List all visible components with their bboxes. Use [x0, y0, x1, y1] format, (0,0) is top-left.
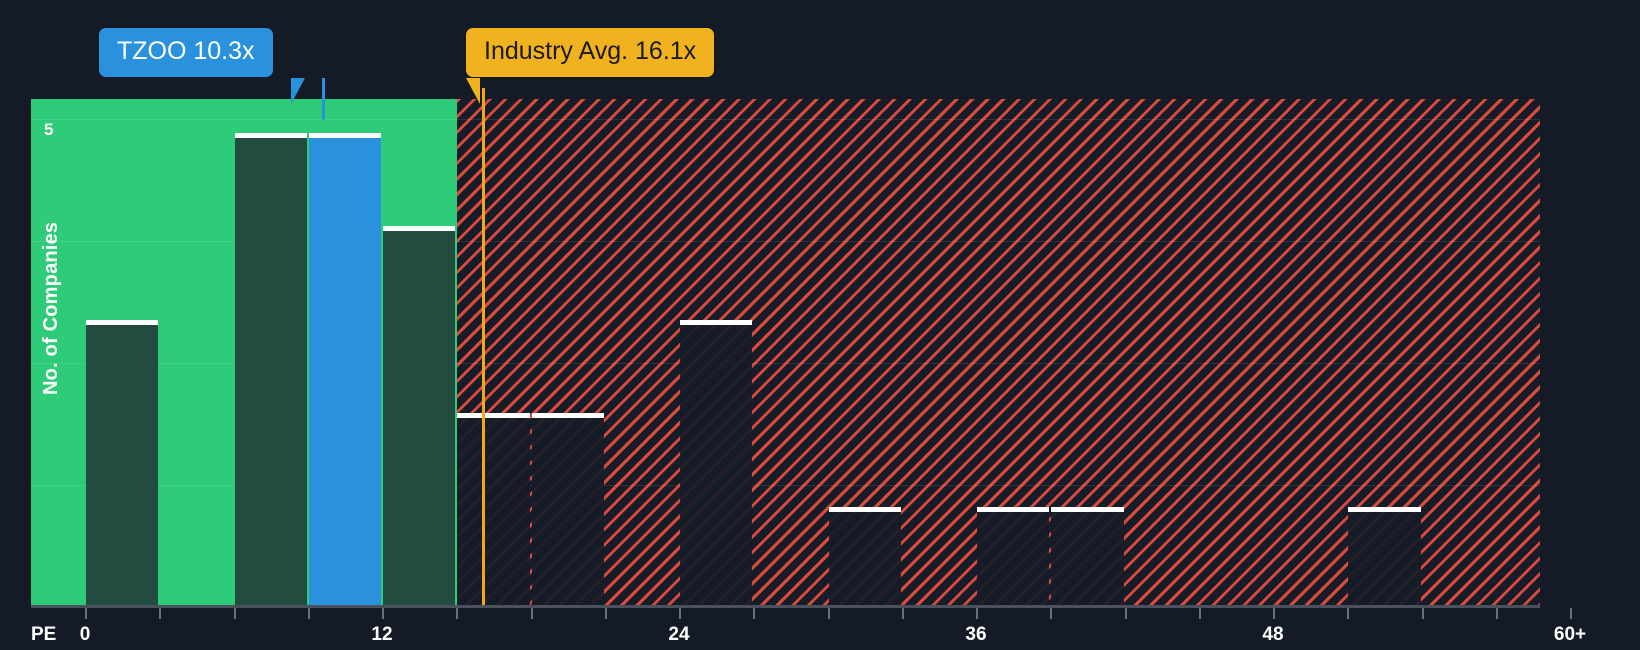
bar-cap — [383, 226, 456, 231]
x-axis-tick — [976, 608, 978, 619]
x-axis-tick — [307, 608, 310, 619]
y-axis-label: No. of Companies — [40, 221, 62, 395]
bar-cap — [86, 319, 159, 325]
x-axis-tick — [233, 608, 236, 619]
company-callout[interactable]: TZOO 10.3x — [99, 28, 273, 77]
histogram-bar[interactable] — [828, 506, 901, 605]
industry-average-callout[interactable]: Industry Avg. 16.1x — [466, 28, 715, 77]
histogram-bar[interactable] — [308, 132, 381, 605]
y-gridline-label: 5 — [44, 120, 54, 139]
x-axis-tick — [901, 608, 904, 619]
x-axis-tick — [1347, 608, 1350, 619]
x-axis-tick — [1421, 608, 1424, 619]
company-callout-tail — [291, 78, 305, 104]
gridline-3 — [31, 363, 1540, 364]
histogram-bar[interactable] — [457, 413, 530, 605]
x-axis-tick — [456, 608, 459, 619]
gridline-5 — [31, 119, 1540, 120]
x-axis-tick — [159, 608, 162, 619]
x-axis-tick — [604, 608, 607, 619]
x-axis-tick — [1570, 608, 1572, 619]
x-axis-tick-label: 24 — [668, 624, 690, 645]
x-axis-tick — [1198, 608, 1201, 619]
company-callout-stem — [322, 78, 325, 120]
gridline-4 — [31, 241, 1540, 242]
x-axis-tick-label: 12 — [371, 624, 393, 645]
plot-area — [31, 99, 1540, 605]
bar-cap — [977, 506, 1050, 512]
bar-cap — [234, 132, 307, 138]
bar-cap — [531, 413, 604, 418]
x-axis-tick — [827, 608, 830, 619]
industry-average-line — [482, 88, 486, 605]
bar-cap — [308, 132, 381, 138]
x-axis-tick-label: 0 — [79, 624, 91, 645]
histogram-bar[interactable] — [383, 226, 456, 605]
histogram-bar[interactable] — [234, 132, 307, 605]
x-axis-tick — [753, 608, 756, 619]
x-axis-prefix-label: PE — [31, 624, 57, 645]
bar-cap — [1348, 506, 1421, 512]
x-axis-tick — [1495, 608, 1498, 619]
histogram-bar[interactable] — [680, 319, 753, 605]
bar-cap — [457, 413, 530, 418]
industry-average-callout-tail — [466, 78, 480, 104]
x-axis-tick — [1050, 608, 1053, 619]
x-axis-tick-label: 48 — [1262, 624, 1284, 645]
x-axis-line — [31, 605, 1540, 608]
gridline-2 — [31, 485, 1540, 486]
histogram-bar[interactable] — [86, 319, 159, 605]
histogram-bar[interactable] — [977, 506, 1050, 605]
x-axis-tick — [382, 608, 384, 619]
x-axis-tick — [1124, 608, 1127, 619]
x-axis-tick — [85, 608, 87, 619]
histogram-bar[interactable] — [531, 413, 604, 605]
x-axis-tick-label: 60+ — [1553, 624, 1587, 645]
bar-cap — [828, 506, 901, 512]
x-axis-tick — [679, 608, 681, 619]
bar-cap — [1051, 506, 1124, 512]
histogram-bar[interactable] — [1051, 506, 1124, 605]
x-axis-tick-label: 36 — [965, 624, 987, 645]
x-axis-tick — [1273, 608, 1275, 619]
x-axis-tick — [530, 608, 533, 619]
bar-cap — [680, 319, 753, 325]
histogram-bar[interactable] — [1348, 506, 1421, 605]
